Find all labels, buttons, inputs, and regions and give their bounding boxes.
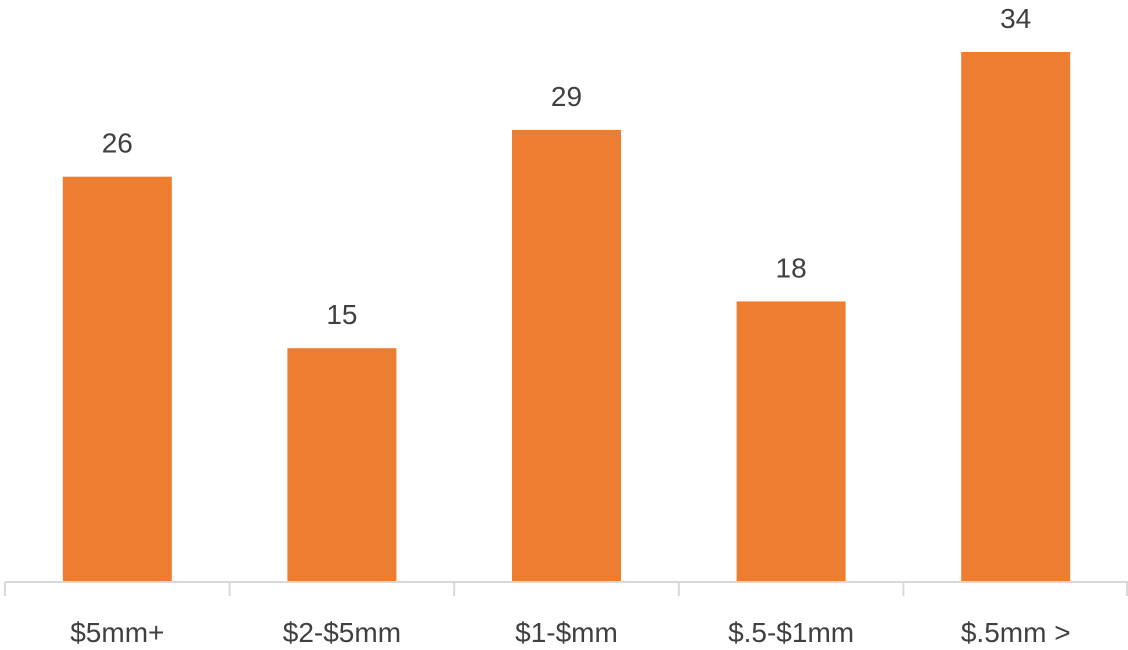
category-label-0: $5mm+ <box>70 617 164 648</box>
category-label-4: $.5mm > <box>961 617 1071 648</box>
value-label-4: 34 <box>1000 3 1031 34</box>
value-label-0: 26 <box>102 128 133 159</box>
category-label-2: $1-$mm <box>515 617 618 648</box>
value-label-2: 29 <box>551 81 582 112</box>
bar-3 <box>736 301 846 582</box>
category-label-3: $.5-$1mm <box>728 617 854 648</box>
value-label-3: 18 <box>776 252 807 283</box>
bar-2 <box>512 129 621 582</box>
category-labels-group: $5mm+ $2-$5mm $1-$mm $.5-$1mm $.5mm > <box>70 617 1070 648</box>
value-labels-group: 26 15 29 18 34 <box>102 3 1032 330</box>
bar-4 <box>961 52 1071 582</box>
bar-0 <box>62 176 172 582</box>
bars-group <box>62 52 1071 582</box>
x-axis <box>4 581 1128 596</box>
bar-1 <box>287 348 397 582</box>
category-label-1: $2-$5mm <box>283 617 401 648</box>
value-label-1: 15 <box>326 299 357 330</box>
